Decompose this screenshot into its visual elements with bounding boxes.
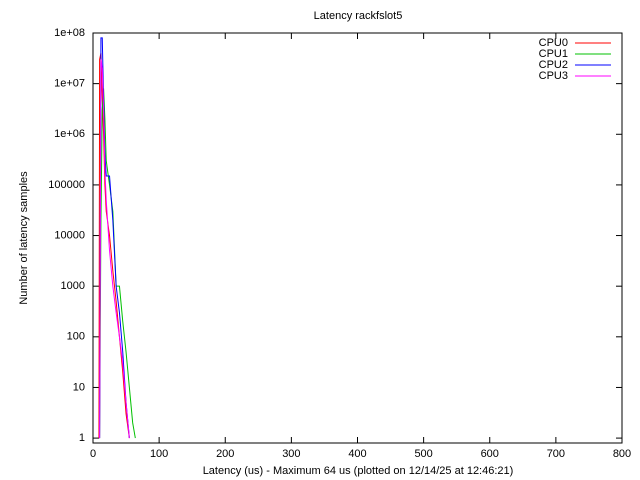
x-tick-label: 800 — [613, 448, 631, 460]
legend-label: CPU0 — [539, 37, 568, 49]
plot-border — [92, 32, 623, 444]
y-tick-label: 100 — [67, 331, 85, 343]
y-tick-label: 1e+08 — [54, 27, 85, 39]
x-tick-label: 400 — [348, 448, 366, 460]
x-tick-label: 200 — [216, 448, 234, 460]
series-line — [99, 59, 130, 439]
x-tick-label: 600 — [481, 448, 499, 460]
y-tick-label: 100000 — [48, 179, 85, 191]
x-tick-label: 100 — [150, 448, 168, 460]
y-tick-label: 10 — [73, 381, 85, 393]
x-tick-label: 0 — [90, 448, 96, 460]
legend-label: CPU2 — [539, 59, 568, 71]
legend-label: CPU1 — [539, 48, 568, 60]
series-line — [99, 37, 130, 439]
y-tick-label: 10000 — [54, 229, 85, 241]
x-tick-label: 300 — [282, 448, 300, 460]
series-line — [99, 88, 136, 439]
y-tick-label: 1e+07 — [54, 78, 85, 90]
x-axis-label: Latency (us) - Maximum 64 us (plotted on… — [203, 465, 514, 477]
y-tick-label: 1e+06 — [54, 128, 85, 140]
chart-title: Latency rackfslot5 — [314, 10, 403, 22]
x-tick-label: 500 — [414, 448, 432, 460]
legend-label: CPU3 — [539, 70, 568, 82]
x-tick-label: 700 — [547, 448, 565, 460]
y-axis-label: Number of latency samples — [18, 171, 30, 305]
y-tick-label: 1 — [79, 432, 85, 444]
y-tick-label: 1000 — [61, 280, 85, 292]
